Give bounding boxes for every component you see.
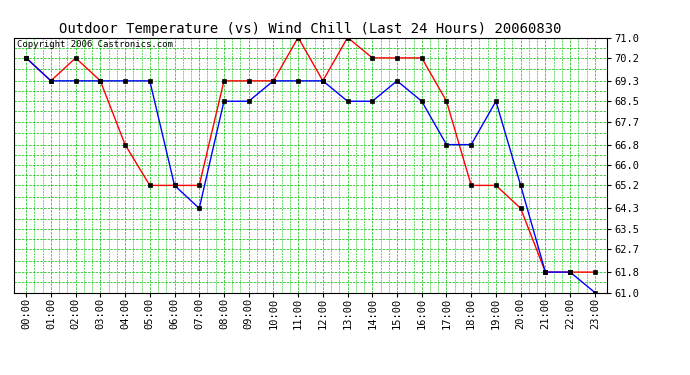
Text: Copyright 2006 Castronics.com: Copyright 2006 Castronics.com (17, 40, 172, 49)
Title: Outdoor Temperature (vs) Wind Chill (Last 24 Hours) 20060830: Outdoor Temperature (vs) Wind Chill (Las… (59, 22, 562, 36)
